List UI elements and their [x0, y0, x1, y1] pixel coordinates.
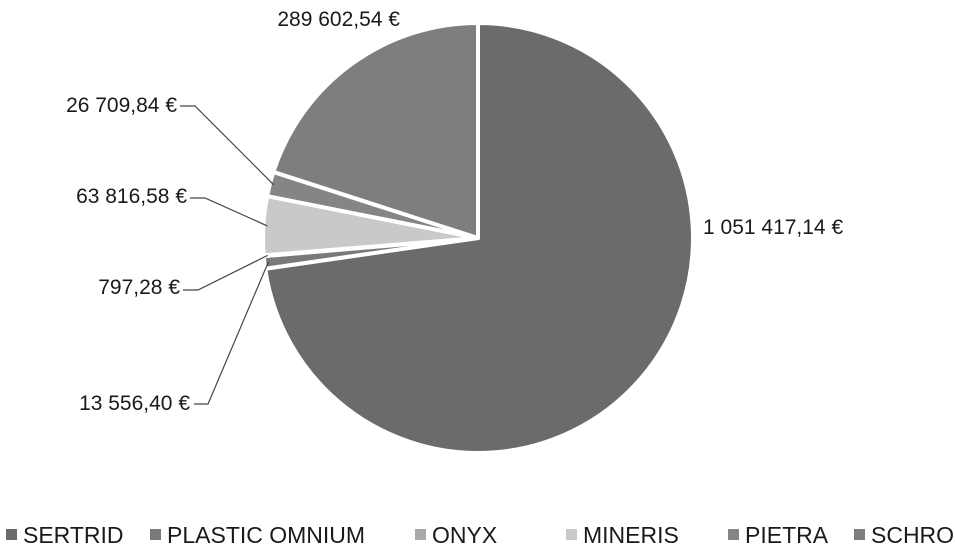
leader-line-pietra — [180, 105, 275, 186]
pie-slice-schroll — [271, 21, 480, 240]
legend-swatch-plastic-omnium — [150, 529, 161, 540]
legend-swatch-schroll — [854, 529, 865, 540]
pie-slices — [261, 21, 695, 455]
legend-item-mineris: MINERIS — [566, 522, 679, 548]
legend-item-pietra: PIETRA — [728, 522, 829, 548]
legend-label-onyx: ONYX — [432, 522, 497, 548]
data-labels: 1 051 417,14 € 13 556,40 € 797,28 € 63 816,… — [66, 8, 843, 415]
legend-label-mineris: MINERIS — [583, 522, 679, 548]
legend-label-schroll: SCHROLL — [871, 522, 955, 548]
legend-label-pietra: PIETRA — [745, 522, 829, 548]
legend-swatch-mineris — [566, 529, 577, 540]
legend-label-plastic-omnium: PLASTIC OMNIUM — [167, 522, 365, 548]
data-label-sertrid: 1 051 417,14 € — [703, 216, 843, 239]
data-label-schroll: 289 602,54 € — [277, 8, 400, 31]
legend-item-onyx: ONYX — [415, 522, 497, 548]
data-label-pietra: 26 709,84 € — [66, 94, 177, 117]
legend-swatch-pietra — [728, 529, 739, 540]
legend-item-sertrid: SERTRID — [6, 522, 124, 548]
legend-label-sertrid: SERTRID — [23, 522, 124, 548]
data-label-plastic-omnium: 13 556,40 € — [79, 392, 190, 415]
data-label-mineris: 63 816,58 € — [76, 185, 187, 208]
legend-item-schroll: SCHROLL — [854, 522, 955, 548]
legend-swatch-sertrid — [6, 529, 17, 540]
legend-swatch-onyx — [415, 529, 426, 540]
leader-line-mineris — [190, 197, 268, 227]
data-label-onyx: 797,28 € — [98, 276, 180, 299]
leader-line-plastic-omnium — [194, 261, 269, 405]
leader-lines — [180, 105, 275, 405]
legend: SERTRID PLASTIC OMNIUM ONYX MINERIS PIETRA SC… — [6, 522, 955, 548]
legend-item-plastic-omnium: PLASTIC OMNIUM — [150, 522, 365, 548]
leader-line-onyx — [183, 254, 268, 291]
